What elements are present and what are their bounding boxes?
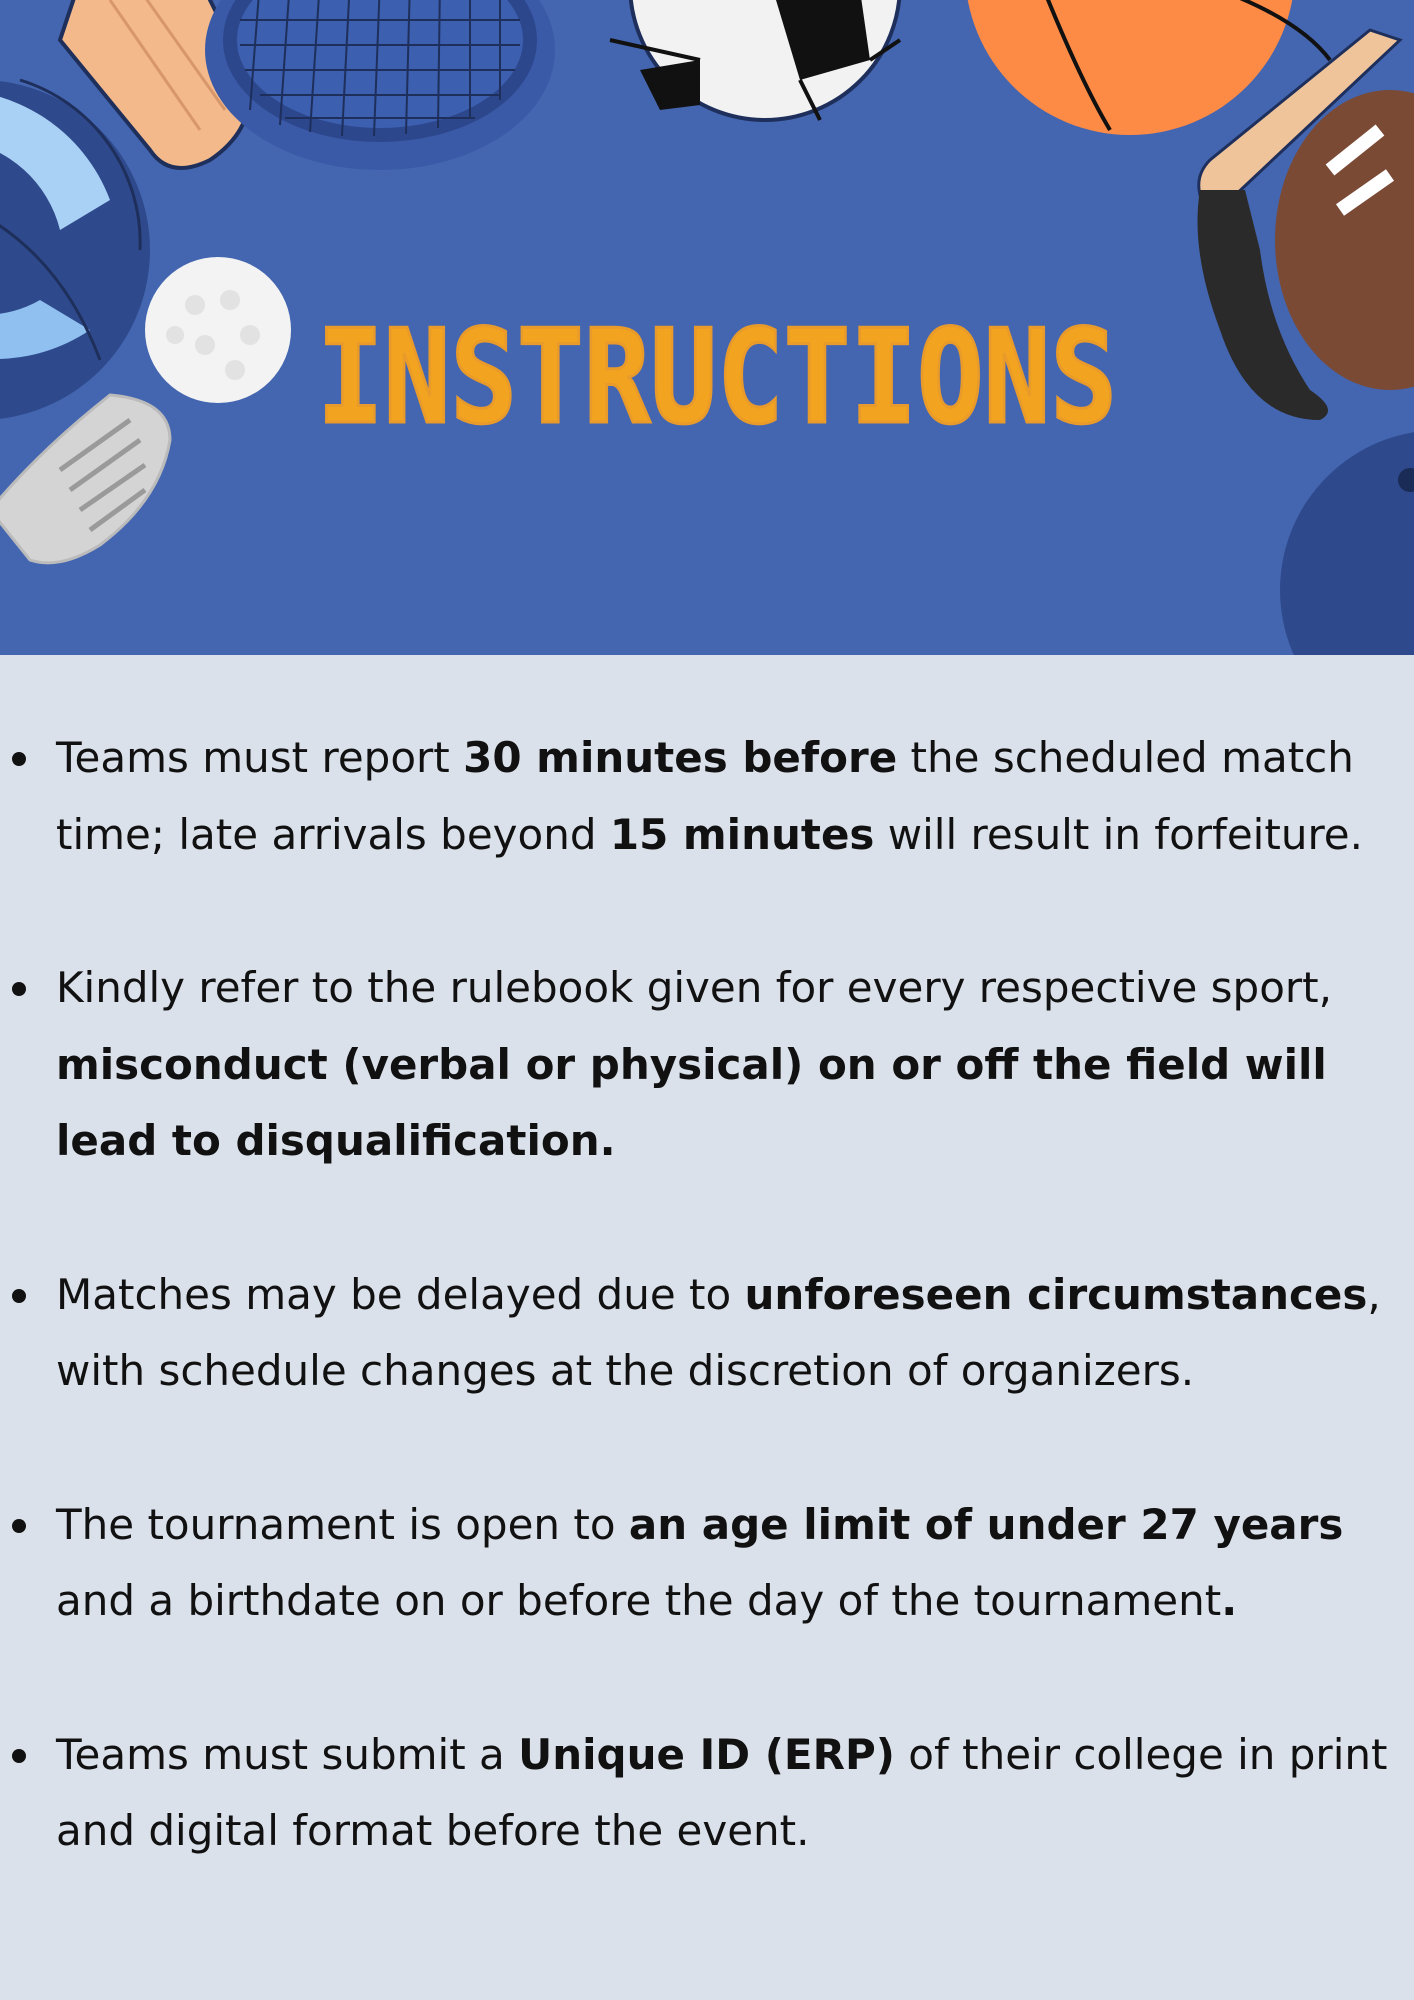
rule-text: and a birthdate on or before the day of … xyxy=(56,1576,1222,1625)
golf-club-icon xyxy=(0,393,172,565)
rule-text: Teams must submit a xyxy=(56,1729,519,1779)
golf-ball-icon xyxy=(145,257,291,403)
bold-text: 30 minutes before xyxy=(463,733,898,782)
header-banner: INSTRUCTIONS xyxy=(0,0,1414,655)
tennis-racket-icon xyxy=(205,0,555,170)
rule-text: will result in forfeiture. xyxy=(874,809,1363,859)
rule-text: of their college in print and digital fo… xyxy=(56,1729,1388,1856)
bold-text: 15 minutes xyxy=(609,809,875,859)
bullet-icon xyxy=(12,752,26,766)
bold-text: misconduct (verbal or physical) on or of… xyxy=(56,1039,1327,1166)
bold-text: an age limit of under 27 years xyxy=(628,1499,1344,1549)
rule-text: , with schedule changes at the discretio… xyxy=(56,1269,1381,1396)
american-football-icon xyxy=(1275,90,1414,390)
hockey-stick-icon xyxy=(1197,28,1403,420)
rule-text: the scheduled match time; late arrivals … xyxy=(56,733,1354,859)
rule-text: Teams must report xyxy=(56,733,464,782)
list-item: Kindly refer to the rulebook given for e… xyxy=(0,950,1414,1180)
bullet-icon xyxy=(12,1288,26,1303)
bowling-ball-icon xyxy=(1280,432,1414,655)
bold-text: unforeseen circumstances xyxy=(744,1269,1368,1319)
page-title-graphic: INSTRUCTIONS xyxy=(316,300,1119,455)
list-item: Matches may be delayed due to unforeseen… xyxy=(0,1257,1414,1410)
soccer-ball-icon xyxy=(609,0,902,122)
rule-text: Matches may be delayed due to xyxy=(56,1269,745,1319)
page-title: INSTRUCTIONS xyxy=(317,301,1117,453)
bold-text: . xyxy=(1221,1576,1238,1625)
volleyball-icon xyxy=(0,78,150,419)
basketball-icon xyxy=(967,0,1332,135)
sports-decorations xyxy=(0,0,1414,655)
list-item: Teams must submit a Unique ID (ERP) of t… xyxy=(0,1717,1414,1870)
bullet-icon xyxy=(12,1748,26,1763)
rule-text: The tournament is open to xyxy=(56,1499,629,1549)
list-item: Teams must report 30 minutes before the … xyxy=(0,720,1414,873)
rule-text: Kindly refer to the rulebook given for e… xyxy=(56,963,1332,1012)
list-item: The tournament is open to an age limit o… xyxy=(0,1487,1414,1640)
bullet-icon xyxy=(12,982,26,996)
bold-text: Unique ID (ERP) xyxy=(518,1729,895,1779)
bullet-icon xyxy=(12,1518,26,1533)
instructions-section: Teams must report 30 minutes before the … xyxy=(0,720,1414,1947)
rules-list: Teams must report 30 minutes before the … xyxy=(0,720,1414,1870)
